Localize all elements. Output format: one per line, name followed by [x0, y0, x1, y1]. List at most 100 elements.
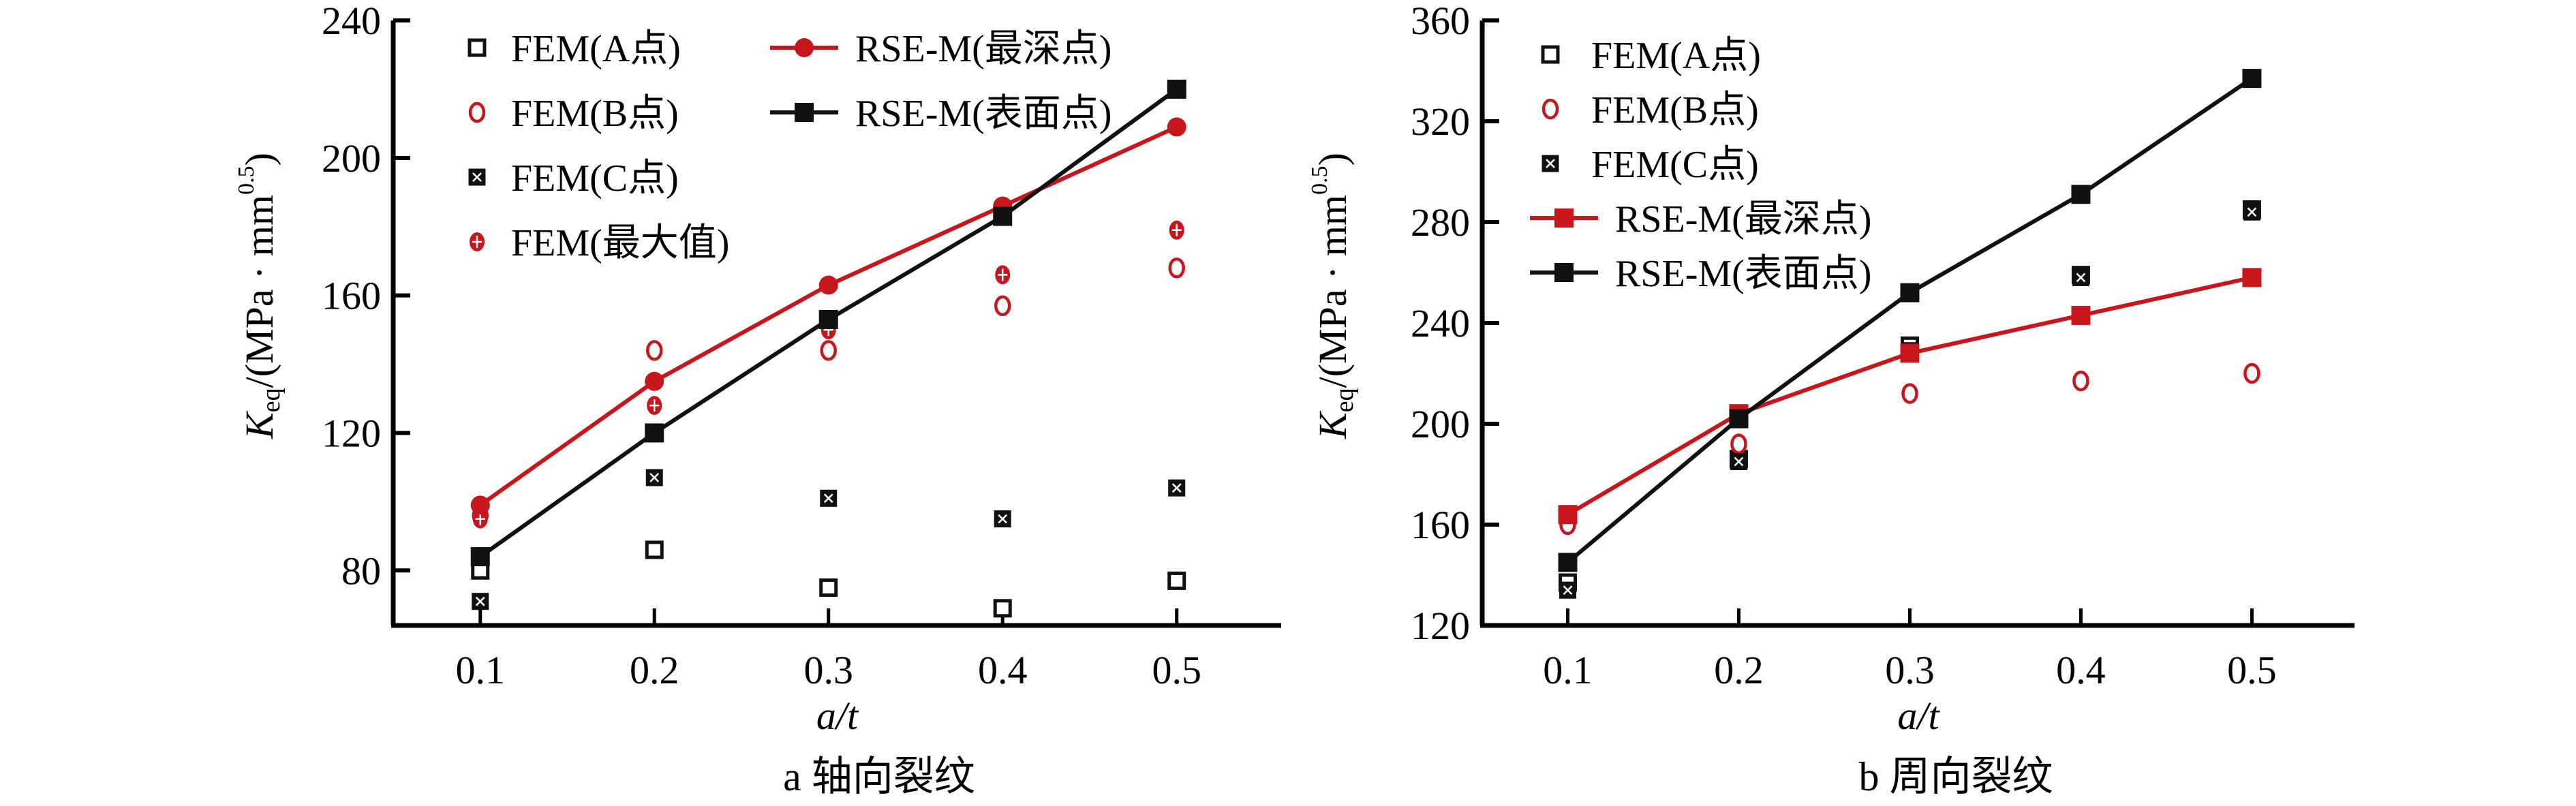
legend-marker — [470, 232, 485, 251]
data-point — [2071, 305, 2091, 325]
legend-marker — [795, 103, 814, 122]
data-point — [2243, 362, 2260, 384]
legend-label: RSE-M(表面点) — [1615, 253, 1871, 295]
data-point — [1167, 571, 1186, 590]
data-point — [1729, 409, 1749, 429]
data-point — [645, 371, 664, 391]
legend-label: RSE-M(最深点) — [1615, 198, 1871, 241]
data-point — [1559, 581, 1576, 599]
x-tick-label: 0.3 — [1885, 648, 1935, 692]
legend-label: FEM(A点) — [1591, 35, 1761, 77]
data-point — [994, 510, 1011, 528]
legend-marker — [1542, 155, 1559, 172]
data-point — [818, 309, 838, 329]
legend-label: FEM(B点) — [511, 93, 679, 135]
x-axis-title: a/t — [816, 694, 859, 738]
chart-axial-crack: 80 120 160 200 240 0.1 0.2 0.3 0.4 0.5 a/t Keq/(MPa… — [234, 0, 1281, 799]
legend-label: FEM(C点) — [1591, 144, 1759, 186]
y-tick-label: 280 — [1411, 200, 1470, 245]
legend-item: FEM(B点) — [468, 93, 679, 135]
data-point — [1901, 383, 1918, 404]
y-tick-label: 240 — [322, 0, 381, 43]
data-point — [2242, 69, 2262, 89]
legend-label: RSE-M(最深点) — [855, 28, 1111, 70]
legend-item: RSE-M(表面点) — [770, 93, 1111, 135]
legend-marker — [1541, 45, 1560, 64]
data-point — [994, 295, 1011, 317]
legend-label: FEM(C点) — [511, 157, 679, 200]
x-tick-label: 0.5 — [1152, 648, 1201, 692]
data-point — [820, 489, 838, 507]
y-tick-label: 320 — [1411, 99, 1470, 144]
x-axis-title: a/t — [1897, 694, 1940, 738]
legend-item: FEM(C点) — [468, 157, 679, 200]
data-point — [472, 593, 489, 610]
figure-caption: a 轴向裂纹 — [783, 754, 975, 799]
legend-marker — [1554, 263, 1574, 282]
y-tick-label: 120 — [322, 411, 381, 455]
y-tick-label: 200 — [322, 136, 381, 181]
data-point — [818, 275, 838, 295]
data-point — [2071, 185, 2091, 204]
data-point — [1168, 258, 1185, 279]
data-point — [1167, 79, 1186, 99]
figure-caption: b 周向裂纹 — [1859, 754, 2053, 799]
data-point — [1900, 283, 1920, 303]
data-point — [2072, 268, 2089, 286]
x-tick-label: 0.2 — [1714, 648, 1764, 692]
data-point — [1558, 505, 1578, 525]
legend-item: FEM(C点) — [1542, 144, 1759, 186]
data-point — [995, 265, 1011, 285]
legend-item: RSE-M(最深点) — [770, 28, 1111, 70]
data-point — [819, 578, 838, 597]
data-point — [2242, 268, 2262, 288]
data-point — [645, 469, 663, 486]
x-tick-label: 0.4 — [978, 648, 1028, 692]
y-tick-label: 160 — [1411, 503, 1470, 547]
legend-label: FEM(最大值) — [511, 222, 729, 264]
data-point — [2072, 370, 2089, 392]
data-point — [470, 547, 490, 567]
y-tick-label: 200 — [1411, 402, 1470, 446]
legend-item: FEM(A点) — [1541, 35, 1761, 77]
x-tick-label: 0.2 — [630, 648, 679, 692]
data-point — [993, 206, 1013, 226]
legend-marker — [468, 168, 486, 186]
legend-marker — [468, 102, 486, 123]
y-tick-label: 240 — [1411, 301, 1470, 345]
data-point — [470, 495, 490, 515]
legend-label: RSE-M(表面点) — [855, 93, 1111, 135]
data-point — [1558, 553, 1578, 572]
y-tick-label: 160 — [322, 274, 381, 318]
data-point — [647, 396, 662, 416]
legend-marker — [1554, 208, 1574, 228]
y-axis-title: Keq/(MPa · mm0.5) — [234, 153, 286, 439]
data-point — [1730, 453, 1747, 470]
legend-marker — [795, 38, 814, 57]
data-point — [1730, 433, 1747, 454]
data-point — [472, 509, 488, 529]
legend-item: FEM(A点) — [467, 28, 681, 70]
x-tick-label: 0.5 — [2227, 648, 2277, 692]
data-point — [645, 540, 664, 559]
x-tick-label: 0.4 — [2056, 648, 2106, 692]
chart-circumferential-crack: 120 160 200 240 280 320 360 0.1 0.2 0.3 0.4 0.5 a/t K… — [1307, 0, 2355, 799]
data-point — [2243, 203, 2260, 221]
y-tick-label: 360 — [1411, 0, 1470, 43]
data-point — [993, 599, 1012, 618]
y-tick-label: 120 — [1411, 604, 1470, 648]
data-point — [1900, 343, 1920, 363]
legend-item: FEM(B点) — [1542, 89, 1759, 131]
data-point — [1169, 220, 1184, 240]
data-point — [645, 340, 663, 361]
legend-marker — [467, 38, 487, 57]
x-tick-label: 0.3 — [803, 648, 853, 692]
legend-item: FEM(最大值) — [470, 222, 729, 264]
data-point — [1167, 117, 1186, 137]
x-tick-label: 0.1 — [455, 648, 505, 692]
data-point — [820, 340, 837, 361]
data-point — [1168, 479, 1186, 497]
legend-marker — [1542, 98, 1559, 120]
y-tick-label: 80 — [341, 548, 381, 593]
